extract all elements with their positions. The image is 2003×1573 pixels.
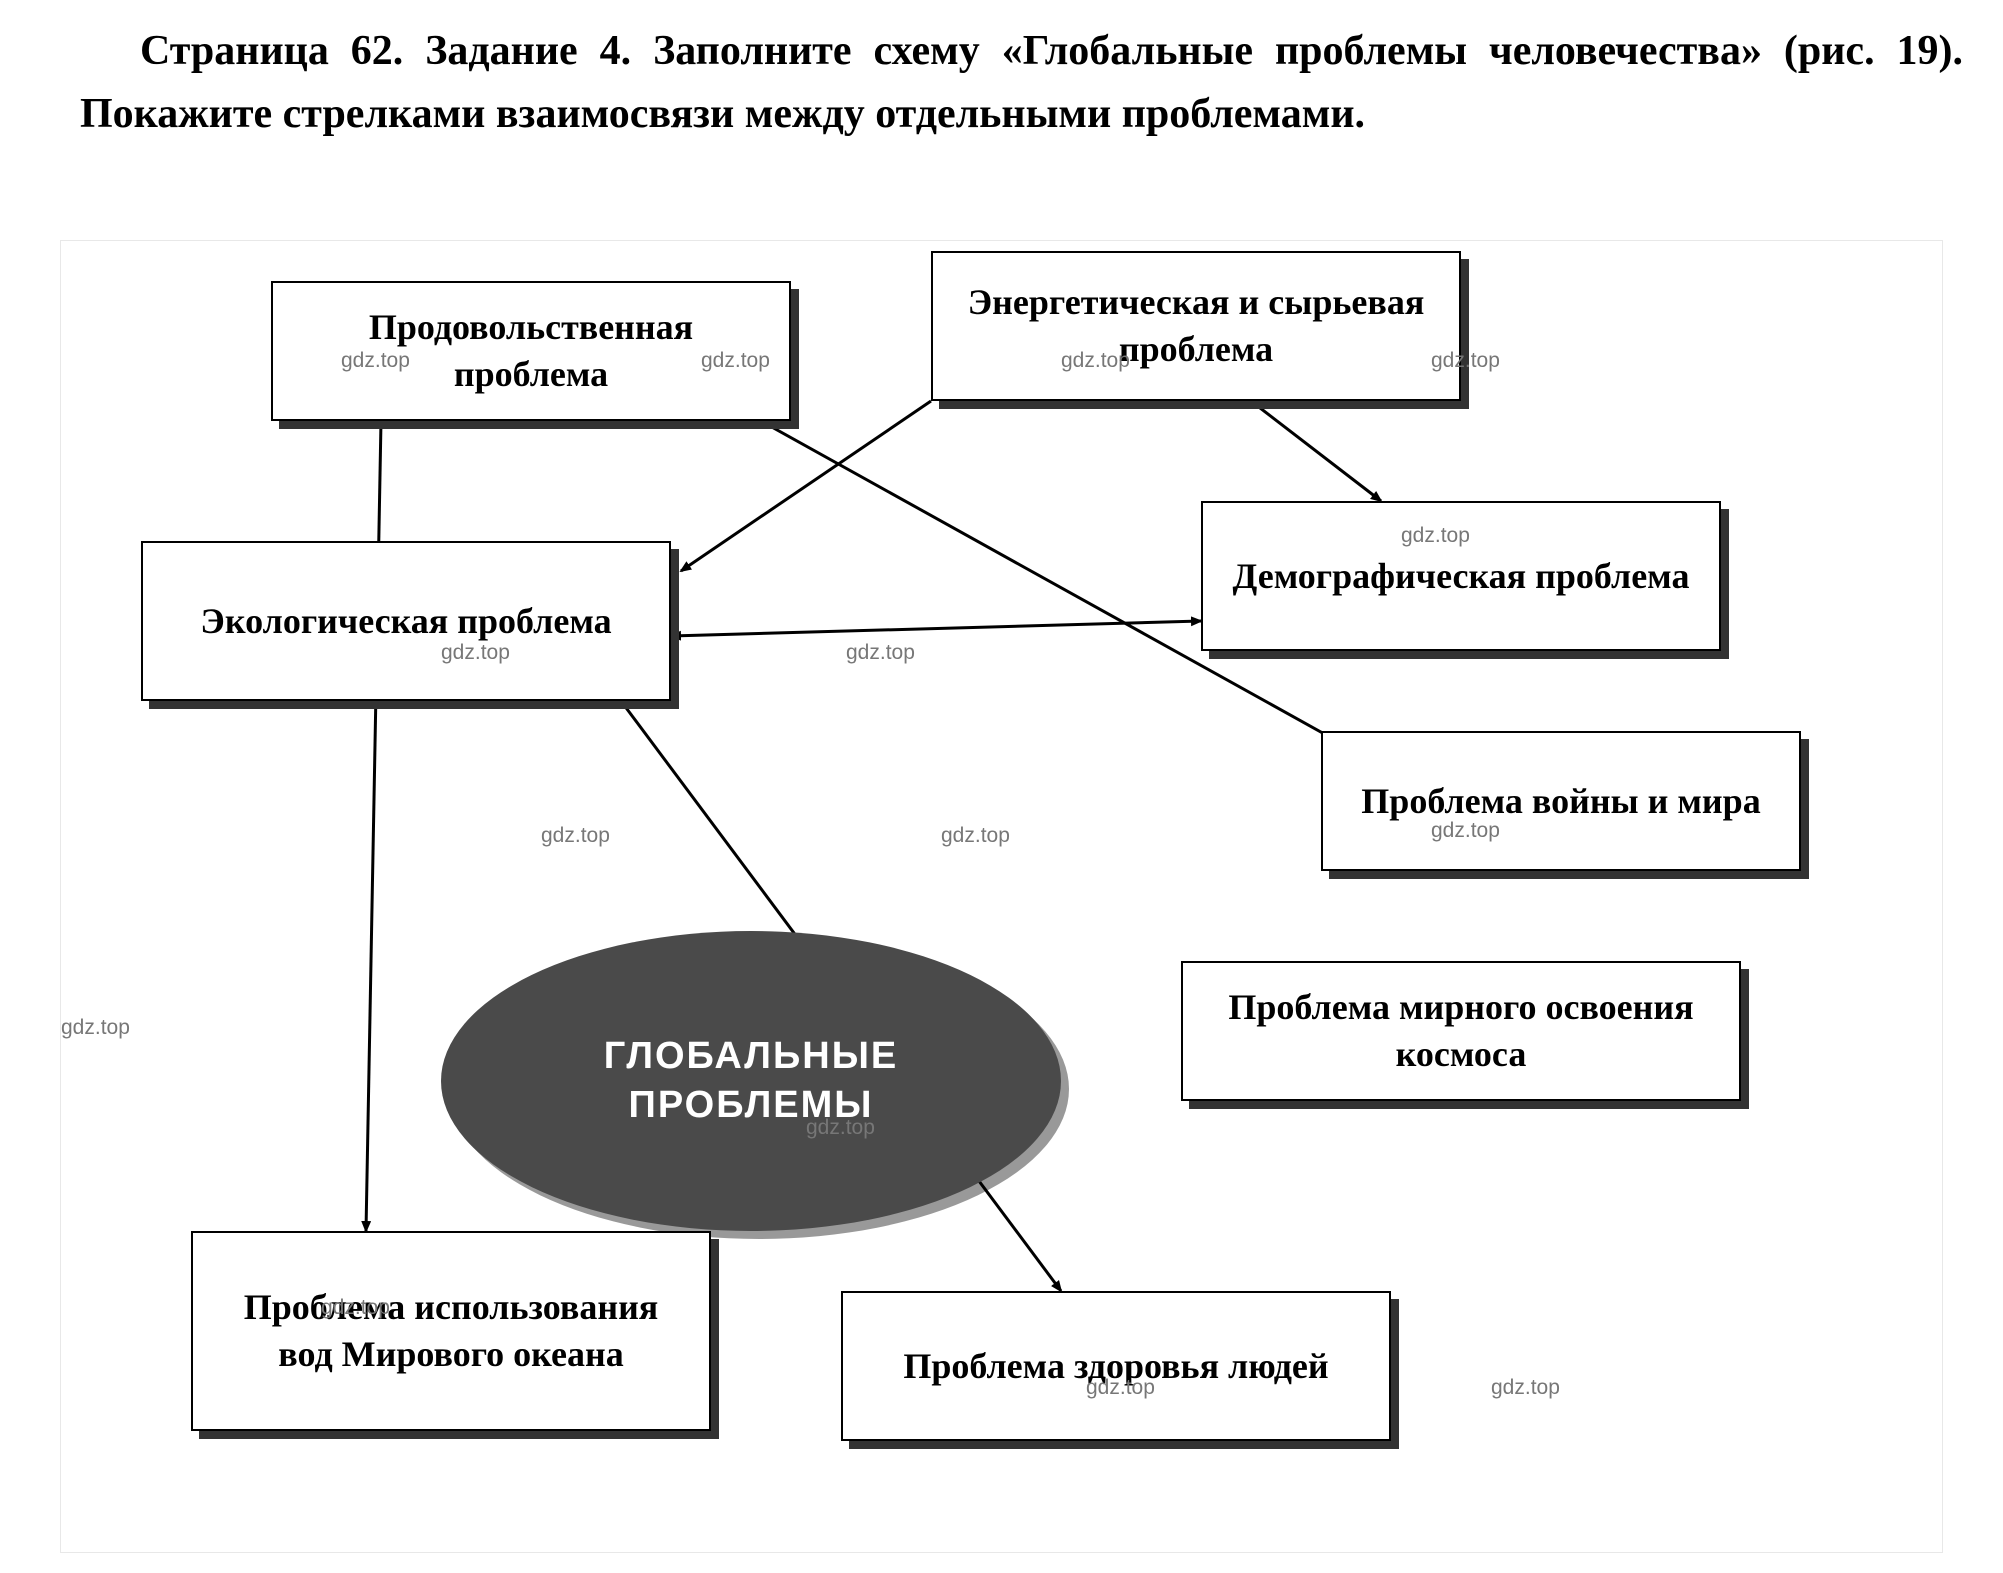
box-ecology-label: Экологическая проблема — [200, 598, 611, 645]
watermark: gdz.top — [806, 1116, 875, 1140]
arrow-energy-ecology — [681, 401, 931, 571]
arrow-ecology-demography — [671, 621, 1201, 636]
watermark: gdz.top — [701, 349, 770, 373]
box-war-label: Проблема войны и мира — [1361, 778, 1760, 825]
watermark: gdz.top — [1431, 819, 1500, 843]
watermark: gdz.top — [1491, 1376, 1560, 1400]
box-space-label: Проблема мирного освоения космоса — [1207, 984, 1715, 1078]
watermark: gdz.top — [846, 641, 915, 665]
box-ocean: Проблема использования вод Мирового океа… — [191, 1231, 711, 1431]
watermark: gdz.top — [1086, 1376, 1155, 1400]
watermark: gdz.top — [1401, 524, 1470, 548]
box-demography-label: Демографическая проблема — [1233, 553, 1690, 600]
watermark: gdz.top — [61, 1016, 130, 1040]
task-heading: Страница 62. Задание 4. Заполните схему … — [80, 20, 1963, 146]
box-energy-label: Энергетическая и сырьевая проблема — [957, 279, 1435, 373]
watermark: gdz.top — [1061, 349, 1130, 373]
watermark: gdz.top — [941, 824, 1010, 848]
watermark: gdz.top — [541, 824, 610, 848]
watermark: gdz.top — [1431, 349, 1500, 373]
center-ellipse: ГЛОБАЛЬНЫЕПРОБЛЕМЫ — [441, 931, 1061, 1231]
watermark: gdz.top — [321, 1296, 390, 1320]
arrow-energy-demography — [1251, 401, 1381, 501]
box-war: Проблема войны и мира — [1321, 731, 1801, 871]
watermark: gdz.top — [441, 641, 510, 665]
box-ocean-label: Проблема использования вод Мирового океа… — [217, 1284, 685, 1378]
box-energy: Энергетическая и сырьевая проблема — [931, 251, 1461, 401]
watermark: gdz.top — [341, 349, 410, 373]
box-ecology: Экологическая проблема — [141, 541, 671, 701]
box-space: Проблема мирного освоения космоса — [1181, 961, 1741, 1101]
diagram-area: ГЛОБАЛЬНЫЕПРОБЛЕМЫ Продовольственная про… — [60, 240, 1943, 1553]
box-health: Проблема здоровья людей — [841, 1291, 1391, 1441]
